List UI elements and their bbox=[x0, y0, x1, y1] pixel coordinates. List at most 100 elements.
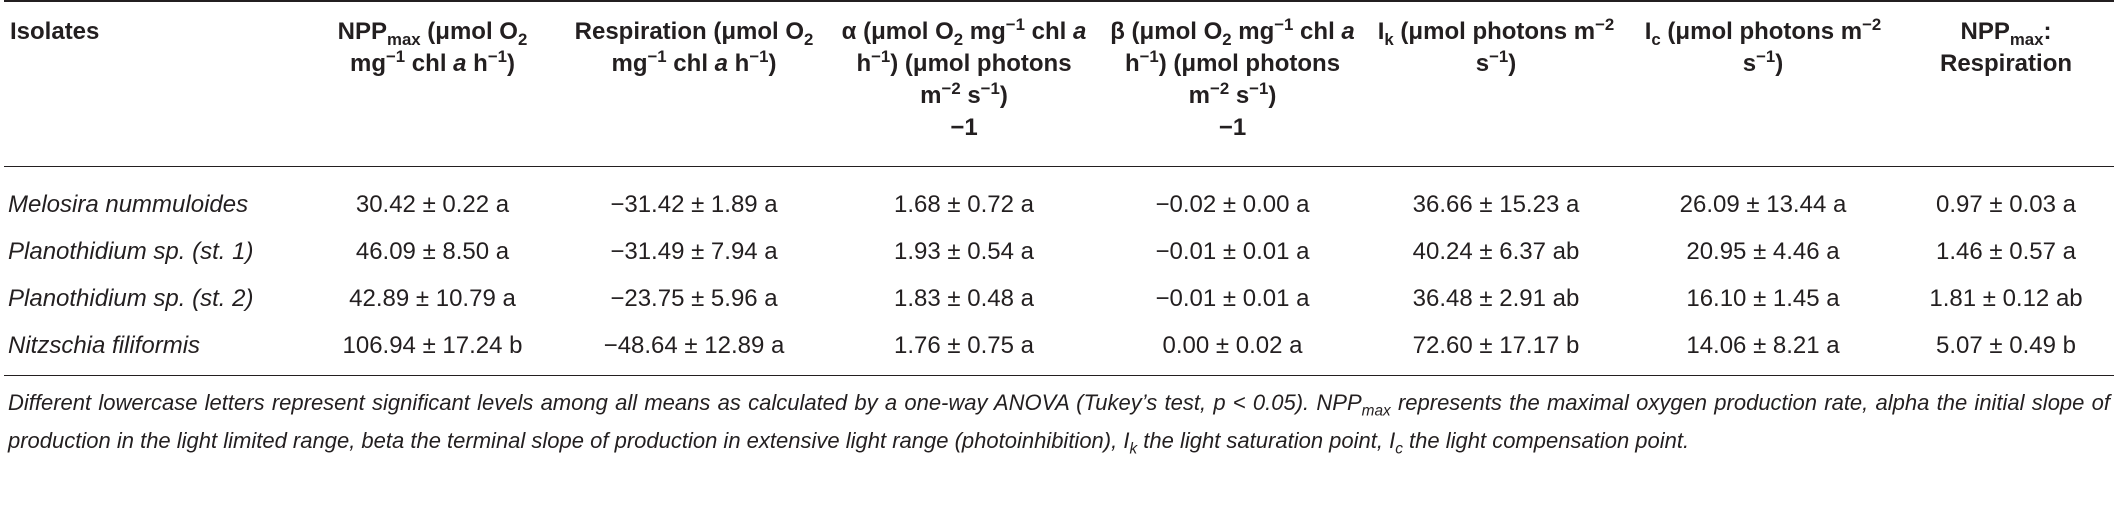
header-cell: β (μmol O2 mg−1 chl a h−1) (μmol photons… bbox=[1101, 0, 1364, 167]
value-cell: 40.24 ± 6.37 ab bbox=[1412, 237, 1580, 265]
value-cell: −31.42 ± 1.89 a bbox=[610, 190, 778, 218]
value-cell: −0.02 ± 0.00 a bbox=[1155, 190, 1310, 218]
value-cell: −0.01 ± 0.01 a bbox=[1155, 237, 1310, 265]
text-piece: −1 bbox=[487, 47, 507, 66]
value-cell: 1.93 ± 0.54 a bbox=[894, 237, 1034, 265]
header-cell: NPPmax: Respiration bbox=[1898, 0, 2114, 167]
value-cell: 20.95 ± 4.46 a bbox=[1686, 237, 1840, 265]
header-cell: Respiration (μmol O2 mg−1 chl a h−1) bbox=[561, 0, 827, 167]
value-cell: −23.75 ± 5.96 a bbox=[610, 284, 778, 312]
value-cell: 72.60 ± 17.17 b bbox=[1364, 322, 1628, 376]
value-cell: 36.48 ± 2.91 ab bbox=[1412, 284, 1580, 312]
text-piece: −2 bbox=[1210, 79, 1230, 98]
table-row: Planothidium sp. (st. 1) 46.09 ± 8.50 a −3… bbox=[4, 228, 2114, 275]
value-cell: 1.81 ± 0.12 ab bbox=[1929, 284, 2083, 312]
text-piece: −1 bbox=[1218, 114, 1247, 141]
value-cell: 106.94 ± 17.24 b bbox=[304, 322, 561, 376]
value-cell: 46.09 ± 8.50 a bbox=[355, 237, 510, 265]
text-piece: −1 bbox=[1005, 15, 1025, 34]
text-piece: ) bbox=[1775, 50, 1784, 77]
value-cell: 26.09 ± 13.44 a bbox=[1679, 190, 1847, 218]
text-piece: β (μmol O bbox=[1110, 18, 1223, 45]
table-body: Melosira nummuloides 30.42 ± 0.22 a −31.42… bbox=[4, 167, 2114, 376]
text-piece: ) bbox=[999, 82, 1008, 109]
isolate-name: Nitzschia filiformis bbox=[4, 322, 304, 376]
header-cell: NPPmax (μmol O2 mg−1 chl a h−1) bbox=[304, 0, 561, 167]
text-piece: k bbox=[1129, 440, 1138, 458]
text-piece: −1 bbox=[1274, 15, 1294, 34]
text-piece: represents the maximal oxygen production… bbox=[8, 390, 2110, 453]
value-cell: 1.76 ± 0.75 a bbox=[827, 322, 1101, 376]
text-piece: k bbox=[1384, 29, 1394, 49]
text-piece: ) bbox=[1508, 50, 1517, 77]
value-cell: 5.07 ± 0.49 b bbox=[1898, 322, 2114, 376]
text-piece: c bbox=[1395, 440, 1403, 458]
text-piece: 2 bbox=[953, 29, 964, 49]
isolate-name: Melosira nummuloides bbox=[8, 190, 249, 218]
text-piece: chl bbox=[405, 50, 454, 77]
value-cell: 42.89 ± 10.79 a bbox=[349, 284, 516, 312]
text-piece: h bbox=[856, 50, 872, 77]
text-piece: the light saturation point, I bbox=[1137, 428, 1396, 453]
text-piece: NPP bbox=[1960, 18, 2010, 45]
table-row: Planothidium sp. (st. 2) 42.89 ± 10.79 a −… bbox=[4, 275, 2114, 322]
text-piece: a bbox=[453, 50, 467, 77]
text-piece: (μmol photons m bbox=[1393, 18, 1596, 45]
text-piece: h bbox=[1124, 50, 1140, 77]
text-piece: ) (μmol photons m bbox=[890, 50, 1072, 109]
text-piece: −1 bbox=[871, 47, 891, 66]
text-piece: −1 bbox=[749, 47, 769, 66]
text-piece: mg bbox=[963, 18, 1006, 45]
text-piece: s bbox=[1742, 50, 1757, 77]
table-header: Isolates NPPmax (μmol O2 mg−1 chl a h−1)… bbox=[4, 0, 2114, 167]
text-piece: Respiration (μmol O bbox=[574, 18, 805, 45]
text-piece: −1 bbox=[980, 79, 1000, 98]
text-piece: s bbox=[1475, 50, 1490, 77]
text-piece: chl bbox=[1024, 18, 1073, 45]
text-piece: α (μmol O bbox=[841, 18, 954, 45]
footnote: Different lowercase letters represent si… bbox=[8, 384, 2110, 460]
text-piece: max bbox=[2009, 29, 2044, 49]
text-piece: I bbox=[1644, 18, 1652, 45]
results-table: Isolates NPPmax (μmol O2 mg−1 chl a h−1)… bbox=[4, 0, 2114, 376]
text-piece: 2 bbox=[804, 29, 814, 49]
value-cell: 0.97 ± 0.03 a bbox=[1936, 190, 2076, 218]
table-row: Nitzschia filiformis 106.94 ± 17.24 b −48.… bbox=[4, 322, 2114, 376]
value-cell: 30.42 ± 0.22 a bbox=[355, 190, 510, 218]
value-cell: 14.06 ± 8.21 a bbox=[1628, 322, 1898, 376]
text-piece: 2 bbox=[1222, 29, 1232, 49]
text-piece: a bbox=[1072, 18, 1087, 45]
isolate-name: Planothidium sp. (st. 2) bbox=[8, 284, 254, 312]
text-piece: −2 bbox=[1862, 15, 1882, 34]
text-piece: (μmol O bbox=[420, 18, 518, 45]
text-piece: max bbox=[387, 29, 421, 49]
text-piece: NPP bbox=[337, 18, 388, 45]
text-piece: ) (μmol photons m bbox=[1158, 50, 1341, 109]
text-piece: Different lowercase letters represent si… bbox=[8, 390, 1362, 415]
text-piece: −1 bbox=[1249, 79, 1269, 98]
value-cell: −0.01 ± 0.01 a bbox=[1155, 284, 1310, 312]
text-piece: a bbox=[1341, 18, 1355, 45]
value-cell: −48.64 ± 12.89 a bbox=[561, 322, 827, 376]
text-piece: s bbox=[960, 82, 981, 109]
text-piece: −1 bbox=[950, 114, 978, 141]
text-piece: 2 bbox=[517, 29, 528, 49]
text-piece: ) bbox=[506, 50, 515, 77]
header-cell: α (μmol O2 mg−1 chl a h−1) (μmol photons… bbox=[827, 0, 1101, 167]
text-piece: −1 bbox=[1489, 47, 1509, 66]
value-cell: 16.10 ± 1.45 a bbox=[1686, 284, 1840, 312]
header-cell: Ik (μmol photons m−2 s−1) bbox=[1364, 0, 1628, 167]
text-piece: ) bbox=[768, 50, 777, 77]
text-piece: the light compensation point. bbox=[1402, 428, 1690, 453]
text-piece: −1 bbox=[647, 47, 667, 66]
text-piece: −1 bbox=[1756, 47, 1776, 66]
text-piece: s bbox=[1229, 82, 1250, 109]
text-piece: mg bbox=[611, 50, 648, 77]
text-piece: chl bbox=[1293, 18, 1342, 45]
text-piece: ) bbox=[1268, 82, 1277, 109]
text-piece: h bbox=[728, 50, 750, 77]
text-piece: mg bbox=[350, 50, 386, 77]
text-piece: −1 bbox=[386, 47, 406, 66]
value-cell: 1.68 ± 0.72 a bbox=[894, 190, 1034, 218]
